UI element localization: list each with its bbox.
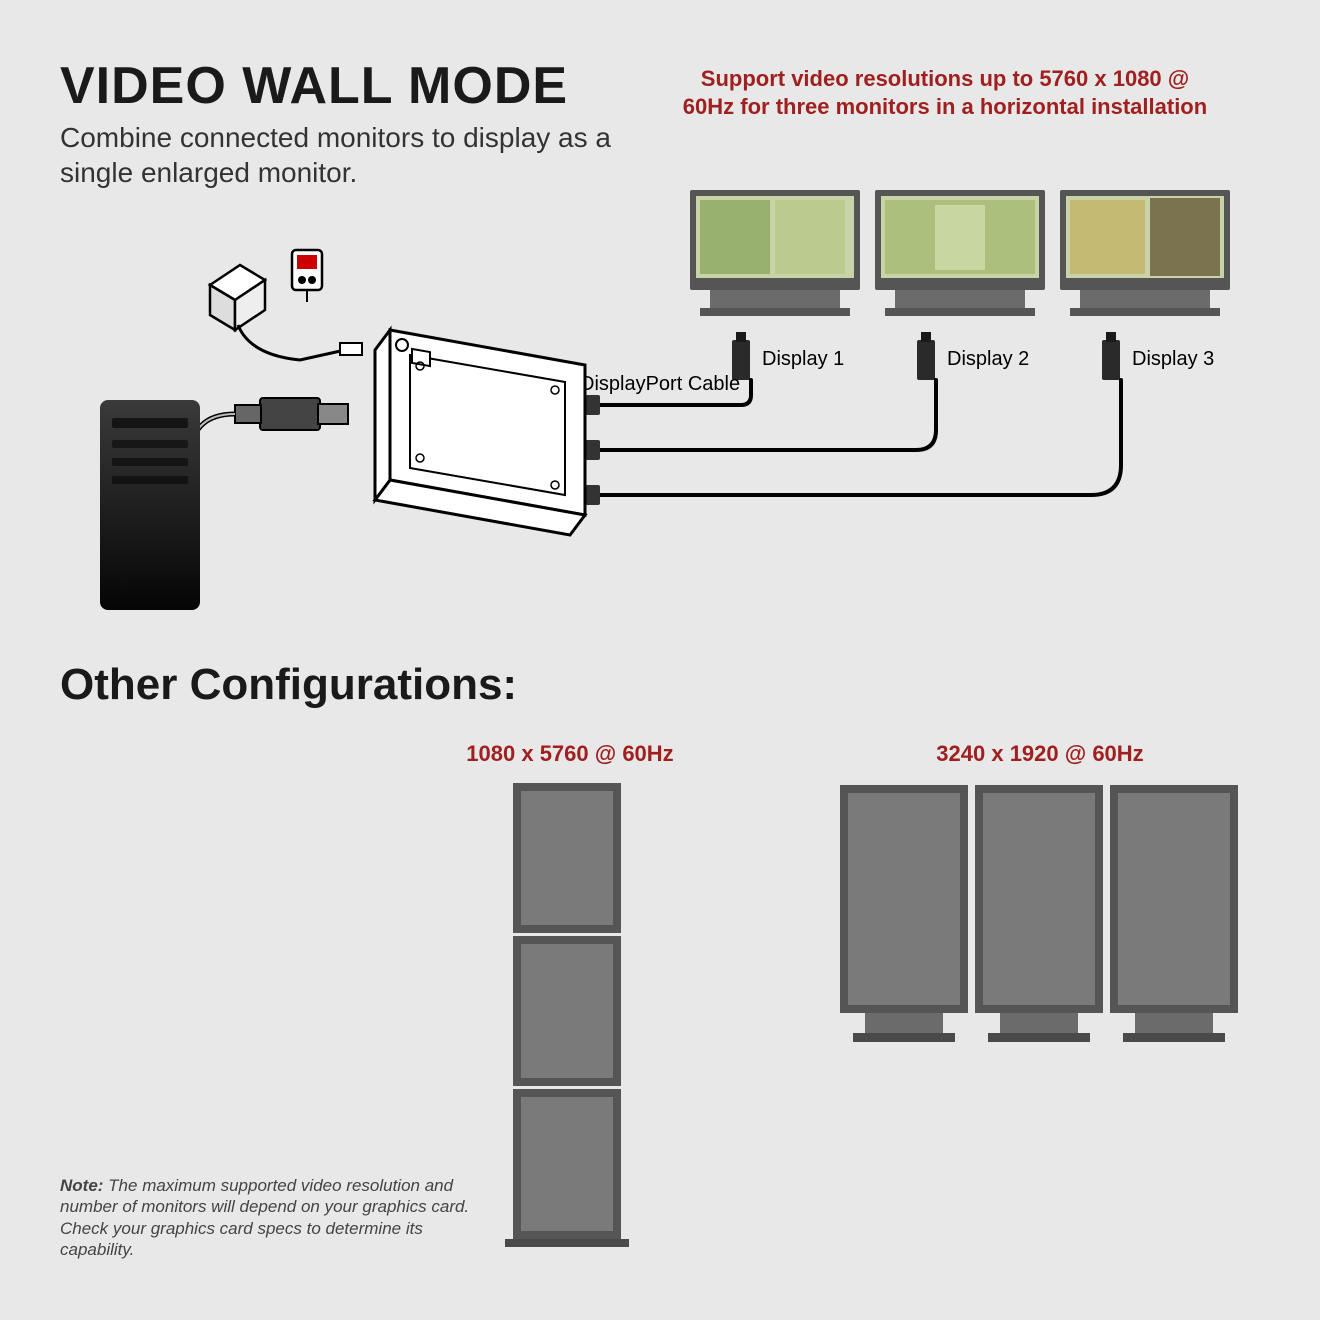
config2-diagram — [835, 780, 1255, 1070]
connector-icon-3 — [1102, 332, 1120, 380]
display-2-label: Display 2 — [947, 348, 1029, 370]
monitor-row — [690, 190, 1230, 316]
power-adapter-icon — [210, 265, 362, 360]
cables — [600, 380, 1121, 495]
meter-icon — [292, 250, 322, 302]
connector-icon-2 — [917, 332, 935, 380]
display-1-label: Display 1 — [762, 348, 844, 370]
hub-device — [375, 330, 585, 535]
config1-caption: 1080 x 5760 @ 60Hz — [410, 740, 730, 768]
section-other-configs: Other Configurations: — [60, 660, 517, 710]
config1-diagram — [505, 780, 635, 1250]
note-body: The maximum supported video resolution a… — [60, 1176, 469, 1259]
pc-tower-icon — [100, 400, 200, 610]
footnote: Note: The maximum supported video resolu… — [60, 1175, 500, 1260]
cable-label: DisplayPort Cable — [580, 373, 740, 395]
note-label: Note: — [60, 1176, 103, 1195]
connection-diagram: Display 1 Display 2 Display 3 DisplayPor… — [60, 60, 1260, 620]
monitor-3 — [1060, 190, 1230, 316]
config2-caption: 3240 x 1920 @ 60Hz — [860, 740, 1220, 768]
display-3-label: Display 3 — [1132, 348, 1214, 370]
monitor-1 — [690, 190, 860, 316]
monitor-2 — [875, 190, 1045, 316]
